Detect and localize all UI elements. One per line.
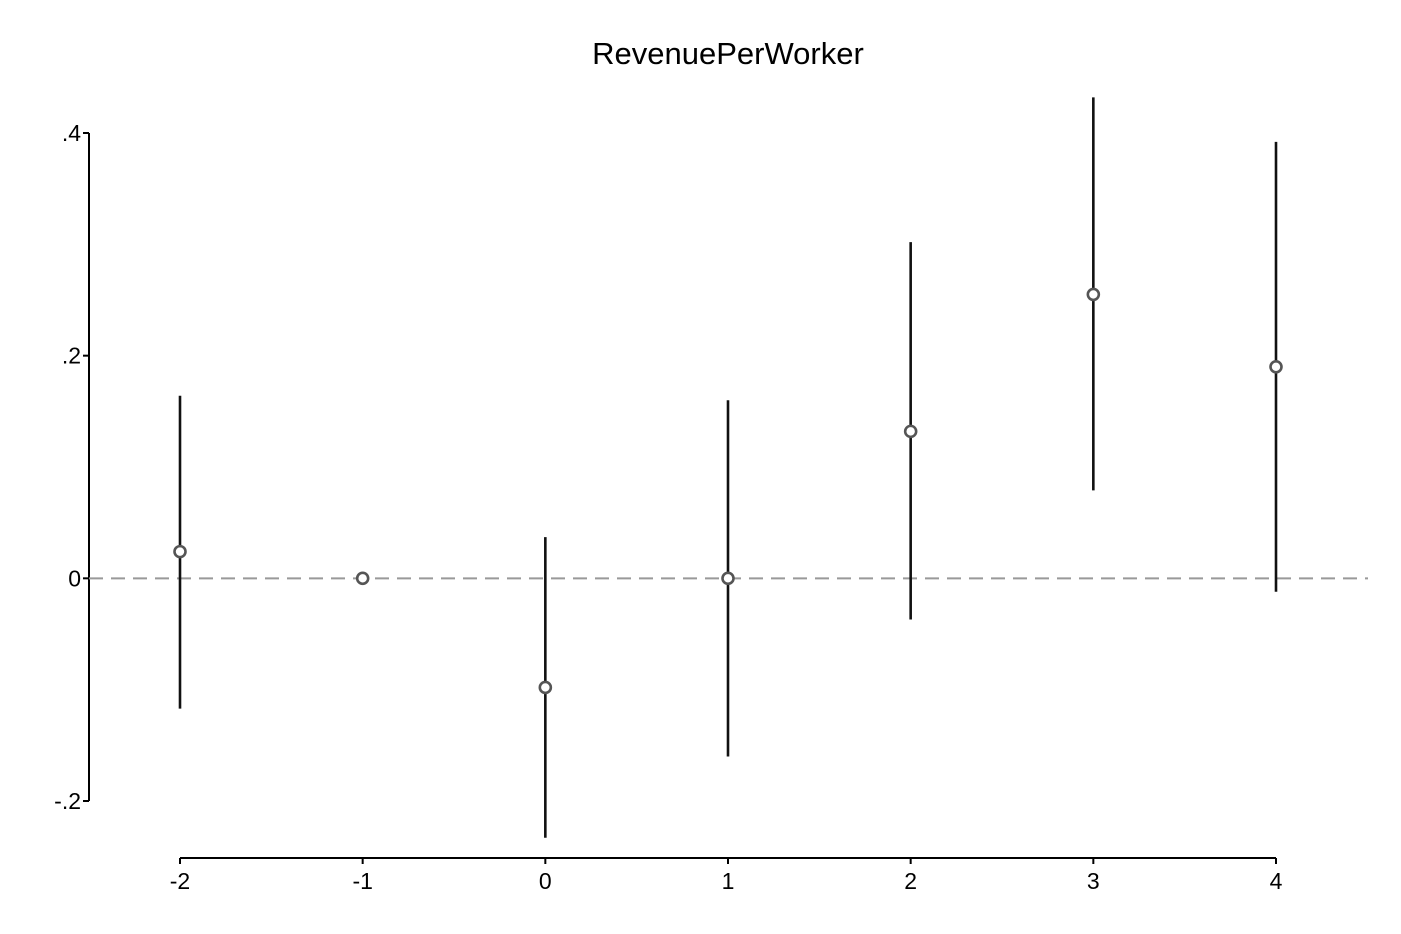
y-axis: -.2 0 .2 .4 [54, 120, 90, 814]
data-point [1086, 287, 1101, 302]
x-tick-label: 3 [1087, 868, 1100, 894]
y-tick-label: .2 [62, 343, 81, 369]
chart-title: RevenuePerWorker [592, 36, 864, 71]
x-axis: -2 -1 0 1 2 3 4 [170, 857, 1283, 894]
data-point [538, 680, 553, 695]
y-tick-label: -.2 [54, 788, 81, 814]
data-points [173, 287, 1283, 695]
x-tick-label: -2 [170, 868, 190, 894]
data-point [173, 544, 187, 559]
y-tick-label: 0 [68, 565, 81, 591]
y-tick-label: .4 [62, 120, 81, 146]
x-tick-label: -1 [352, 868, 372, 894]
data-point [1269, 359, 1283, 374]
x-tick-label: 1 [722, 868, 735, 894]
data-point [903, 424, 918, 439]
data-point [355, 571, 370, 586]
x-tick-label: 0 [539, 868, 552, 894]
data-point [721, 571, 735, 586]
error-bars [178, 97, 1278, 838]
x-tick-label: 4 [1270, 868, 1283, 894]
x-tick-label: 2 [904, 868, 917, 894]
